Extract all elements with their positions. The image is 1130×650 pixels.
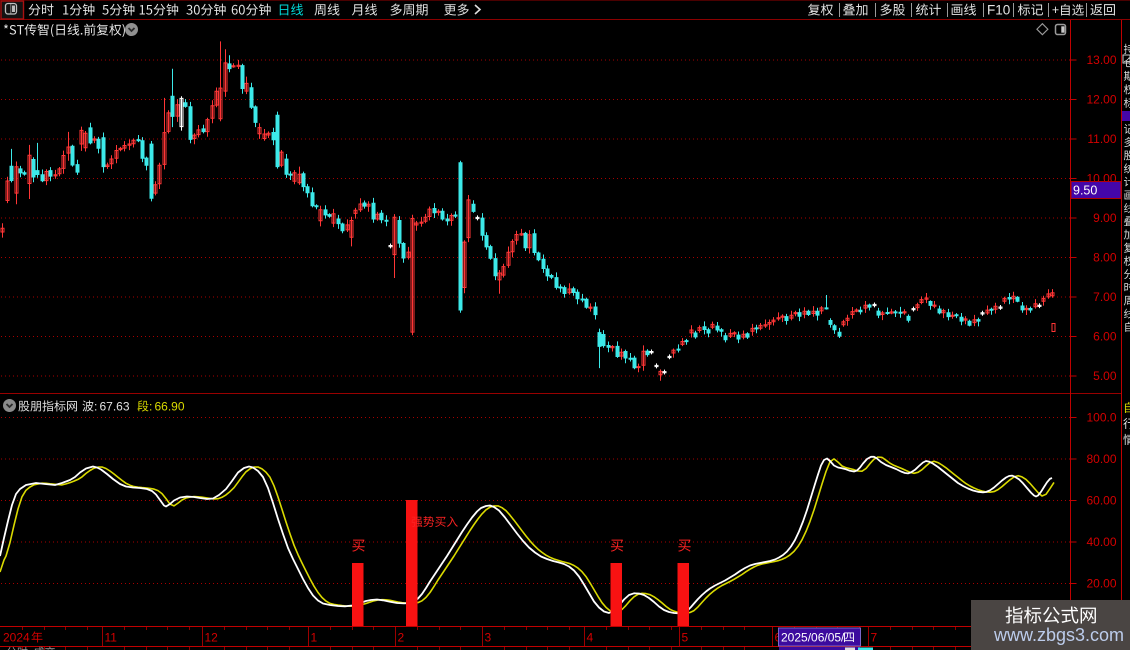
svg-text:20.00: 20.00 [1086,577,1116,591]
svg-text:5.00: 5.00 [1093,369,1117,383]
svg-text:F10: F10 [987,3,1010,18]
svg-text:4: 4 [587,631,594,645]
svg-text:13.00: 13.00 [1086,53,1116,67]
svg-text:8.00: 8.00 [1093,251,1117,265]
svg-text:12: 12 [205,631,219,645]
svg-text:3: 3 [485,631,492,645]
svg-text:100.0: 100.0 [1086,411,1116,425]
svg-text:7.00: 7.00 [1093,290,1117,304]
svg-text:66.90: 66.90 [155,400,185,414]
svg-text:2025/06/05/: 2025/06/05/ [781,631,845,645]
svg-text:9.50: 9.50 [1073,184,1097,198]
svg-text::: : [94,400,97,414]
svg-text::: : [149,400,152,414]
svg-text:5: 5 [682,631,689,645]
svg-text:40.00: 40.00 [1086,535,1116,549]
svg-text:67.63: 67.63 [100,400,130,414]
svg-text:11: 11 [105,631,118,645]
svg-text:11.00: 11.00 [1087,132,1116,146]
svg-text:7: 7 [871,631,878,645]
svg-text:60.00: 60.00 [1086,494,1116,508]
svg-text:1: 1 [311,631,318,645]
svg-text:80.00: 80.00 [1086,452,1116,466]
svg-text:2024: 2024 [3,631,30,645]
svg-text:2: 2 [398,631,405,645]
svg-text:9.00: 9.00 [1093,211,1117,225]
svg-text:6.00: 6.00 [1093,330,1117,344]
svg-text:12.00: 12.00 [1086,93,1116,107]
svg-text:www.zbgs3.com: www.zbgs3.com [993,625,1124,645]
